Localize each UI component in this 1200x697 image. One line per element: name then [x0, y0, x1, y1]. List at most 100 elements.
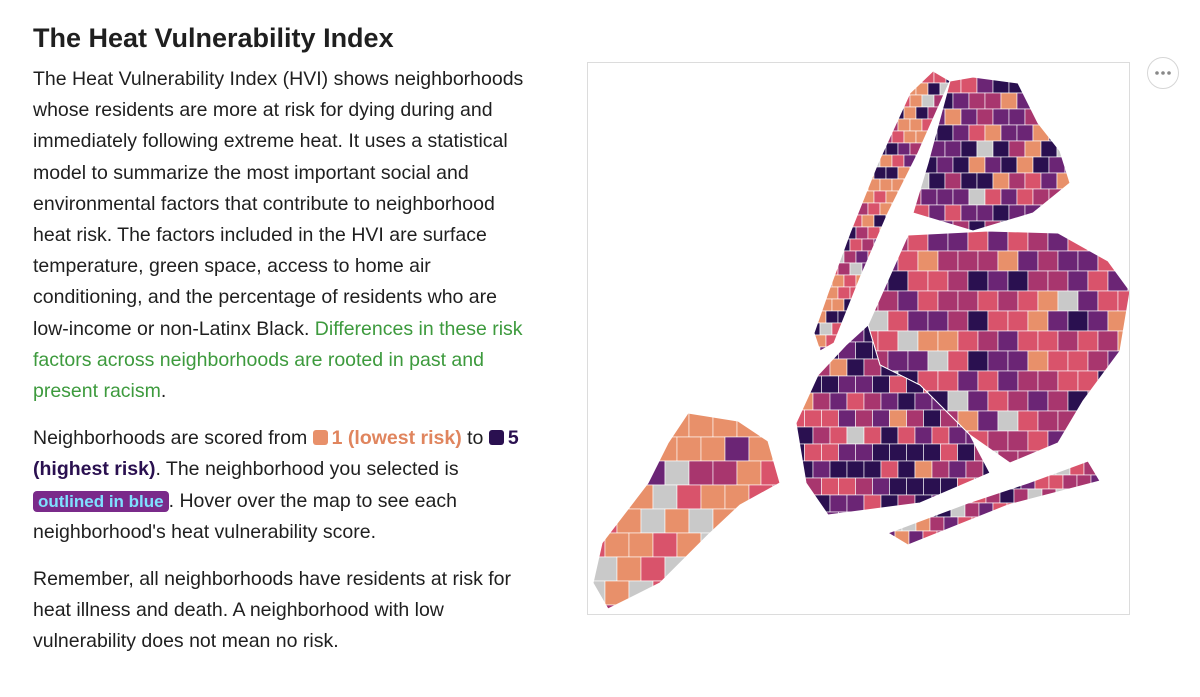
neighborhood — [950, 530, 966, 545]
neighborhood — [921, 71, 935, 84]
neighborhood — [1107, 390, 1129, 412]
neighborhood — [984, 92, 1002, 110]
neighborhood — [838, 409, 856, 428]
neighborhood — [1127, 390, 1130, 412]
neighborhood — [1067, 350, 1089, 372]
neighborhood — [1047, 231, 1069, 252]
paragraph: Neighborhoods are scored from 1 (lowest … — [33, 423, 533, 548]
neighborhood — [819, 298, 833, 312]
neighborhood — [1007, 430, 1029, 452]
neighborhood — [897, 392, 916, 411]
neighborhood — [1047, 350, 1069, 372]
neighborhood — [948, 460, 967, 479]
neighborhood — [843, 178, 857, 192]
neighborhood — [724, 580, 750, 606]
neighborhood — [688, 460, 714, 486]
neighborhood — [640, 556, 666, 582]
neighborhood — [872, 511, 890, 515]
neighborhood — [957, 330, 979, 352]
neighborhood — [1007, 270, 1029, 292]
legend-swatch — [488, 430, 504, 446]
neighborhood — [964, 530, 980, 545]
neighborhood — [873, 71, 887, 84]
neighborhood — [952, 156, 970, 174]
neighborhood — [929, 516, 945, 532]
neighborhood — [796, 511, 805, 515]
neighborhood — [1017, 290, 1039, 312]
neighborhood — [837, 214, 851, 228]
neighborhood — [831, 82, 845, 96]
neighborhood — [855, 409, 873, 428]
neighborhood — [814, 202, 821, 216]
neighborhood — [978, 530, 994, 545]
neighborhood — [1097, 330, 1119, 352]
neighborhood — [1056, 108, 1070, 126]
more-button[interactable] — [1147, 57, 1179, 89]
neighborhood — [838, 375, 856, 394]
neighborhood — [814, 142, 827, 156]
neighborhood — [873, 118, 887, 132]
neighborhood — [967, 310, 989, 332]
neighborhood — [1032, 92, 1050, 110]
neighborhood — [814, 106, 821, 120]
neighborhood — [814, 214, 827, 228]
neighborhood — [887, 350, 909, 372]
neighborhood — [1040, 204, 1058, 222]
neighborhood — [1037, 250, 1059, 272]
neighborhood — [664, 460, 690, 486]
neighborhood — [992, 108, 1010, 126]
neighborhood — [1064, 156, 1070, 174]
neighborhood — [872, 477, 890, 496]
neighborhood — [913, 188, 922, 206]
neighborhood — [868, 310, 889, 332]
neighborhood — [814, 130, 821, 144]
neighborhood — [879, 154, 893, 168]
neighborhood — [1040, 108, 1058, 126]
neighborhood — [906, 477, 924, 496]
neighborhood — [909, 166, 923, 180]
neighborhood — [936, 156, 954, 174]
neighborhood — [867, 154, 881, 168]
neighborhood — [1008, 140, 1026, 158]
neighborhood — [967, 270, 989, 292]
neighborhood — [889, 409, 907, 428]
neighborhood — [1083, 488, 1099, 504]
neighborhood — [957, 290, 979, 312]
neighborhood — [1027, 488, 1043, 504]
neighborhood — [1067, 430, 1089, 452]
neighborhood — [814, 274, 821, 288]
neighborhood — [1034, 502, 1050, 518]
neighborhood — [1027, 461, 1043, 476]
neighborhood — [849, 238, 863, 252]
link-text[interactable]: Differences in these risk factors across… — [33, 317, 523, 403]
neighborhood — [1057, 330, 1079, 352]
neighborhood — [796, 494, 814, 513]
neighborhood — [829, 426, 848, 445]
neighborhood — [838, 511, 856, 515]
neighborhood — [906, 409, 924, 428]
neighborhood — [992, 140, 1010, 158]
text: . The neighborhood you selected is — [155, 458, 459, 481]
neighborhood — [604, 532, 630, 558]
neighborhood — [861, 142, 875, 156]
neighborhood — [837, 94, 851, 108]
neighborhood — [885, 214, 899, 228]
neighborhood — [1037, 330, 1059, 352]
neighborhood — [915, 106, 929, 120]
neighborhood — [997, 370, 1019, 392]
neighborhood — [987, 390, 1009, 412]
neighborhood — [855, 178, 869, 192]
neighborhood — [796, 477, 805, 496]
neighborhood — [814, 190, 827, 204]
neighborhood — [1037, 290, 1059, 312]
map[interactable] — [588, 63, 1131, 614]
neighborhood — [831, 106, 845, 120]
neighborhood — [814, 178, 821, 192]
neighborhood — [1017, 450, 1039, 463]
neighborhood — [819, 226, 833, 240]
neighborhood — [863, 460, 882, 479]
neighborhood — [987, 350, 1009, 372]
neighborhood — [997, 330, 1019, 352]
neighborhood — [889, 511, 907, 515]
neighborhood — [997, 410, 1019, 432]
